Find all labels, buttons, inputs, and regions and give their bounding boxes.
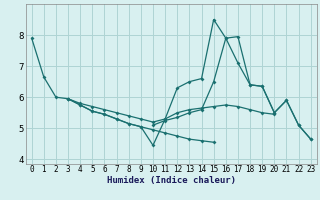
X-axis label: Humidex (Indice chaleur): Humidex (Indice chaleur) bbox=[107, 176, 236, 185]
